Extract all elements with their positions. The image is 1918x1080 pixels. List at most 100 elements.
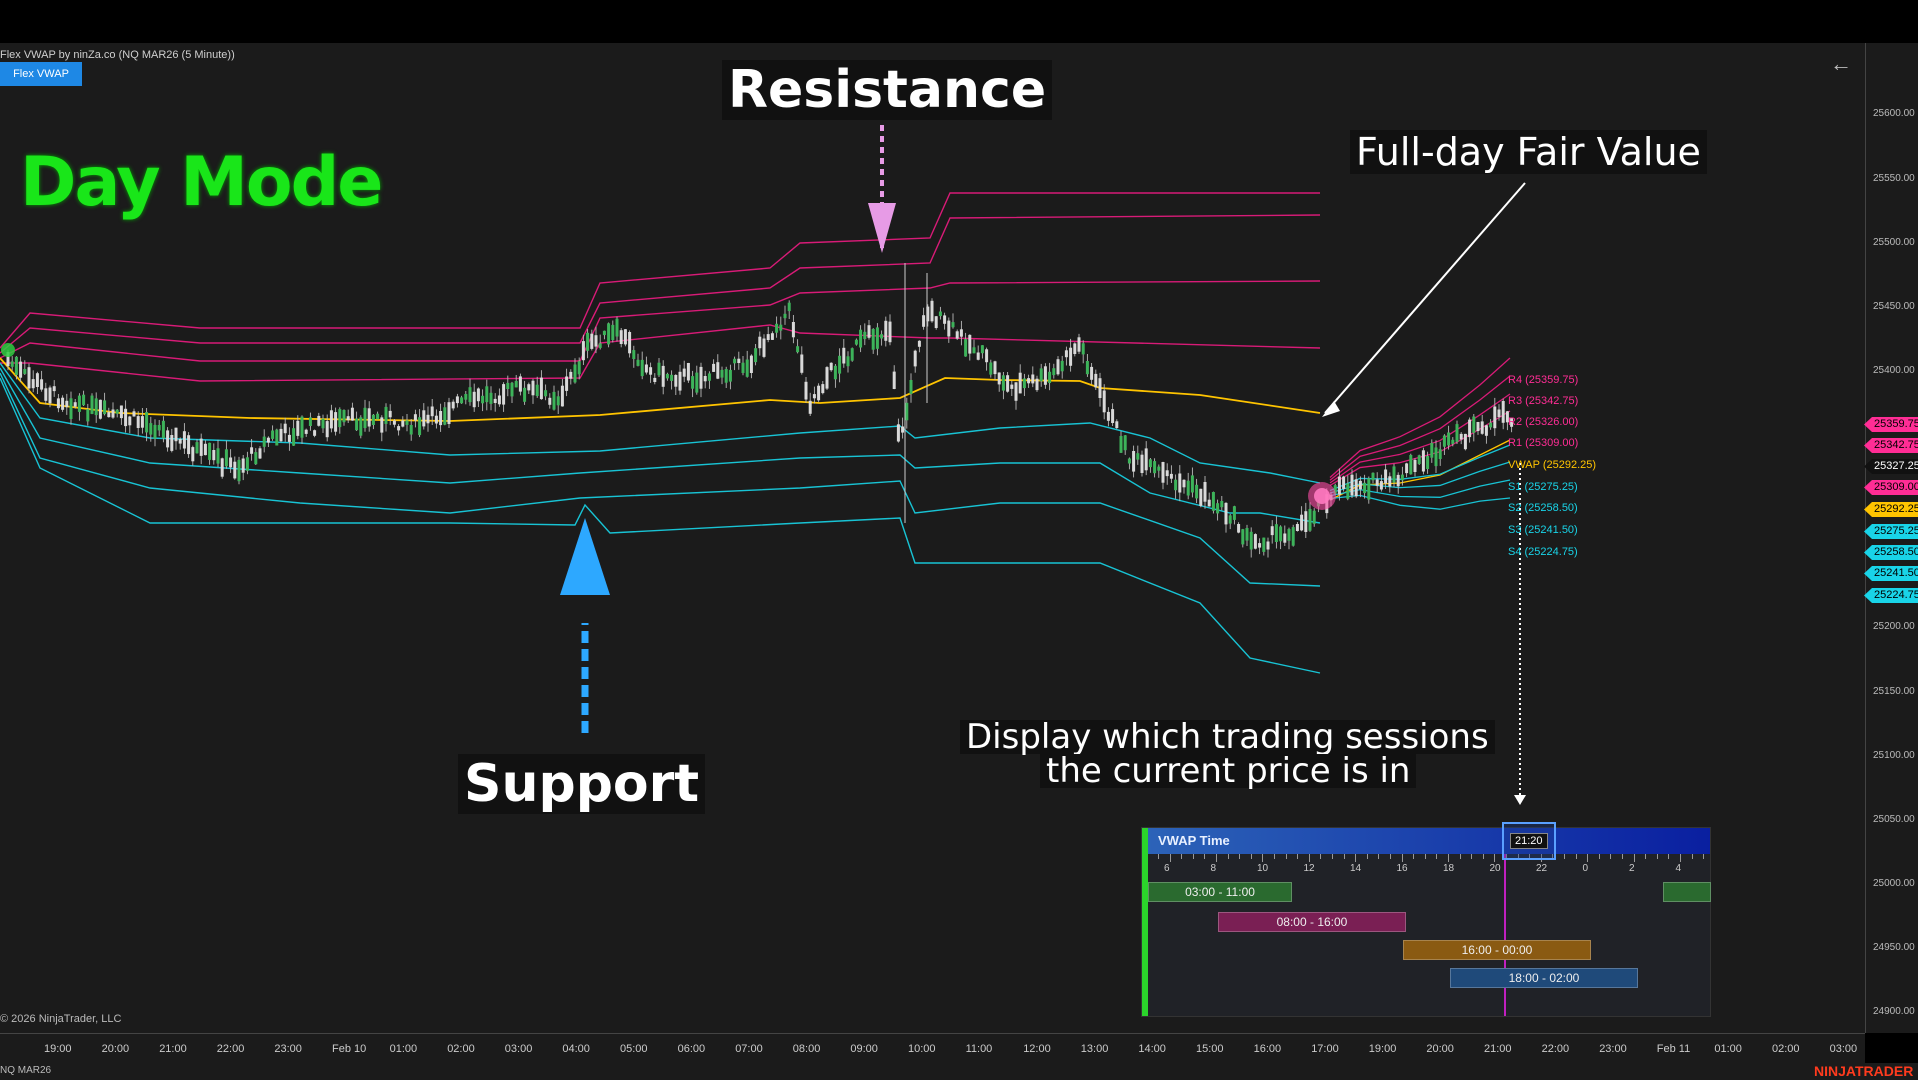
price-tag: 25342.75 (1864, 438, 1918, 453)
candle-body (443, 407, 447, 425)
candle-body (451, 401, 455, 409)
x-tick-label: 19:00 (44, 1043, 72, 1055)
candle-body (720, 369, 724, 378)
axis-minor-tick (1239, 854, 1241, 859)
session-bar[interactable]: 08:00 - 16:00 (1218, 912, 1406, 932)
price-tag: 25275.25 (1864, 524, 1918, 539)
candle-body (476, 388, 480, 402)
candle-body (464, 394, 468, 400)
arrow-left-icon[interactable]: ← (1830, 51, 1852, 76)
candle-body (1472, 416, 1476, 433)
level-label: VWAP (25292.25) (1508, 459, 1597, 471)
candle-body (779, 324, 783, 331)
candle-body (338, 409, 342, 428)
candle-body (1447, 432, 1451, 446)
candle-body (409, 425, 413, 435)
axis-minor-tick (1378, 854, 1380, 859)
candle-body (367, 408, 371, 427)
candle-body (1056, 359, 1060, 375)
axis-minor-tick (1587, 854, 1589, 862)
candle-body (1178, 473, 1182, 493)
price-axis[interactable]: 25600.00 25550.00 25500.00 25450.00 25400.00… (1864, 43, 1918, 1033)
candle-body (1224, 502, 1228, 525)
candle-body (1505, 411, 1509, 423)
x-tick-label: Feb 10 (332, 1043, 367, 1055)
vwap-time-panel[interactable]: VWAP Time 6 8 10 12 14 16 18 20 22 0 2 4 21:20 03:0… (1141, 822, 1711, 1017)
chart-title: Flex VWAP by ninZa.co (NQ MAR26 (5 Minut… (0, 49, 235, 61)
candle-body (434, 415, 438, 424)
candle-body (413, 414, 417, 421)
candle-body (586, 332, 590, 351)
session-bar[interactable]: 03:00 - 11:00 (1148, 882, 1292, 902)
candle-body (1006, 375, 1010, 392)
session-axis-tick: 8 (1210, 863, 1217, 874)
x-tick-label: 23:00 (274, 1043, 302, 1055)
candle-body (1463, 433, 1467, 450)
candle-body (506, 382, 510, 389)
candle-body (1119, 436, 1123, 453)
candle-body (262, 436, 266, 447)
y-tick-label: 25000.00 (1873, 878, 1915, 889)
price-tag: 25241.50 (1864, 566, 1918, 581)
candle-body (623, 329, 627, 345)
candle-body (27, 367, 31, 389)
candle-body (628, 332, 632, 354)
candle-body (661, 365, 665, 387)
session-band-line (1329, 393, 1511, 484)
candle-body (569, 371, 573, 379)
candle-body (1090, 366, 1094, 380)
candle-body (1127, 458, 1131, 464)
candle-body (787, 302, 791, 312)
candle-body (1455, 424, 1459, 442)
session-bar[interactable]: 16:00 - 00:00 (1403, 940, 1591, 960)
axis-minor-tick (1308, 854, 1310, 862)
candle-body (758, 336, 762, 349)
candle-body (401, 420, 405, 427)
candle-body (1153, 461, 1157, 474)
vwap-time-accent (1142, 828, 1148, 1016)
candle-body (73, 402, 77, 407)
mode-title: Day Mode (20, 143, 383, 222)
candle-body (1300, 514, 1304, 531)
candle-body (65, 400, 69, 408)
session-start-marker (1, 343, 15, 357)
candle-body (1400, 474, 1404, 481)
fair-value-label: Full-day Fair Value (1350, 130, 1707, 174)
candle-body (888, 321, 892, 343)
price-tag: 25224.75 (1864, 588, 1918, 603)
candle-body (40, 379, 44, 390)
candle-body (527, 384, 531, 391)
vwap-line (0, 357, 1321, 422)
candle-body (1237, 524, 1241, 533)
y-tick-label: 24900.00 (1873, 1006, 1915, 1017)
candle-body (346, 416, 350, 421)
candle-body (783, 313, 787, 319)
flex-vwap-button[interactable]: Flex VWAP (0, 62, 82, 86)
candle-body (170, 435, 174, 451)
candle-body (859, 329, 863, 348)
candle-body (1413, 459, 1417, 472)
candle-body (577, 361, 581, 375)
candle-body (1484, 425, 1488, 436)
candle-body (1207, 499, 1211, 507)
candle-body (1287, 529, 1291, 541)
candle-body (955, 331, 959, 339)
candle-body (968, 334, 972, 354)
level-label: R2 (25326.00) (1508, 416, 1579, 428)
candle-body (128, 416, 132, 426)
candle-body (901, 426, 905, 433)
candle-body (728, 369, 732, 382)
session-axis-tick: 10 (1257, 863, 1269, 874)
candle-body (77, 395, 81, 412)
chart-panel[interactable]: Flex VWAP by ninZa.co (NQ MAR26 (5 Minut… (0, 43, 1865, 1033)
candle-body (1043, 366, 1047, 385)
candle-body (560, 385, 564, 407)
candle-body (229, 457, 233, 468)
candle-body (1064, 350, 1068, 358)
candle-body (14, 356, 18, 375)
level-label: S1 (25275.25) (1508, 481, 1578, 493)
candle-body (686, 363, 690, 381)
candle-body (300, 416, 304, 438)
time-axis[interactable]: 19:00 20:00 21:00 22:00 23:00 Feb 10 01:00 02:0… (0, 1033, 1865, 1064)
session-bar[interactable]: 18:00 - 02:00 (1450, 968, 1638, 988)
